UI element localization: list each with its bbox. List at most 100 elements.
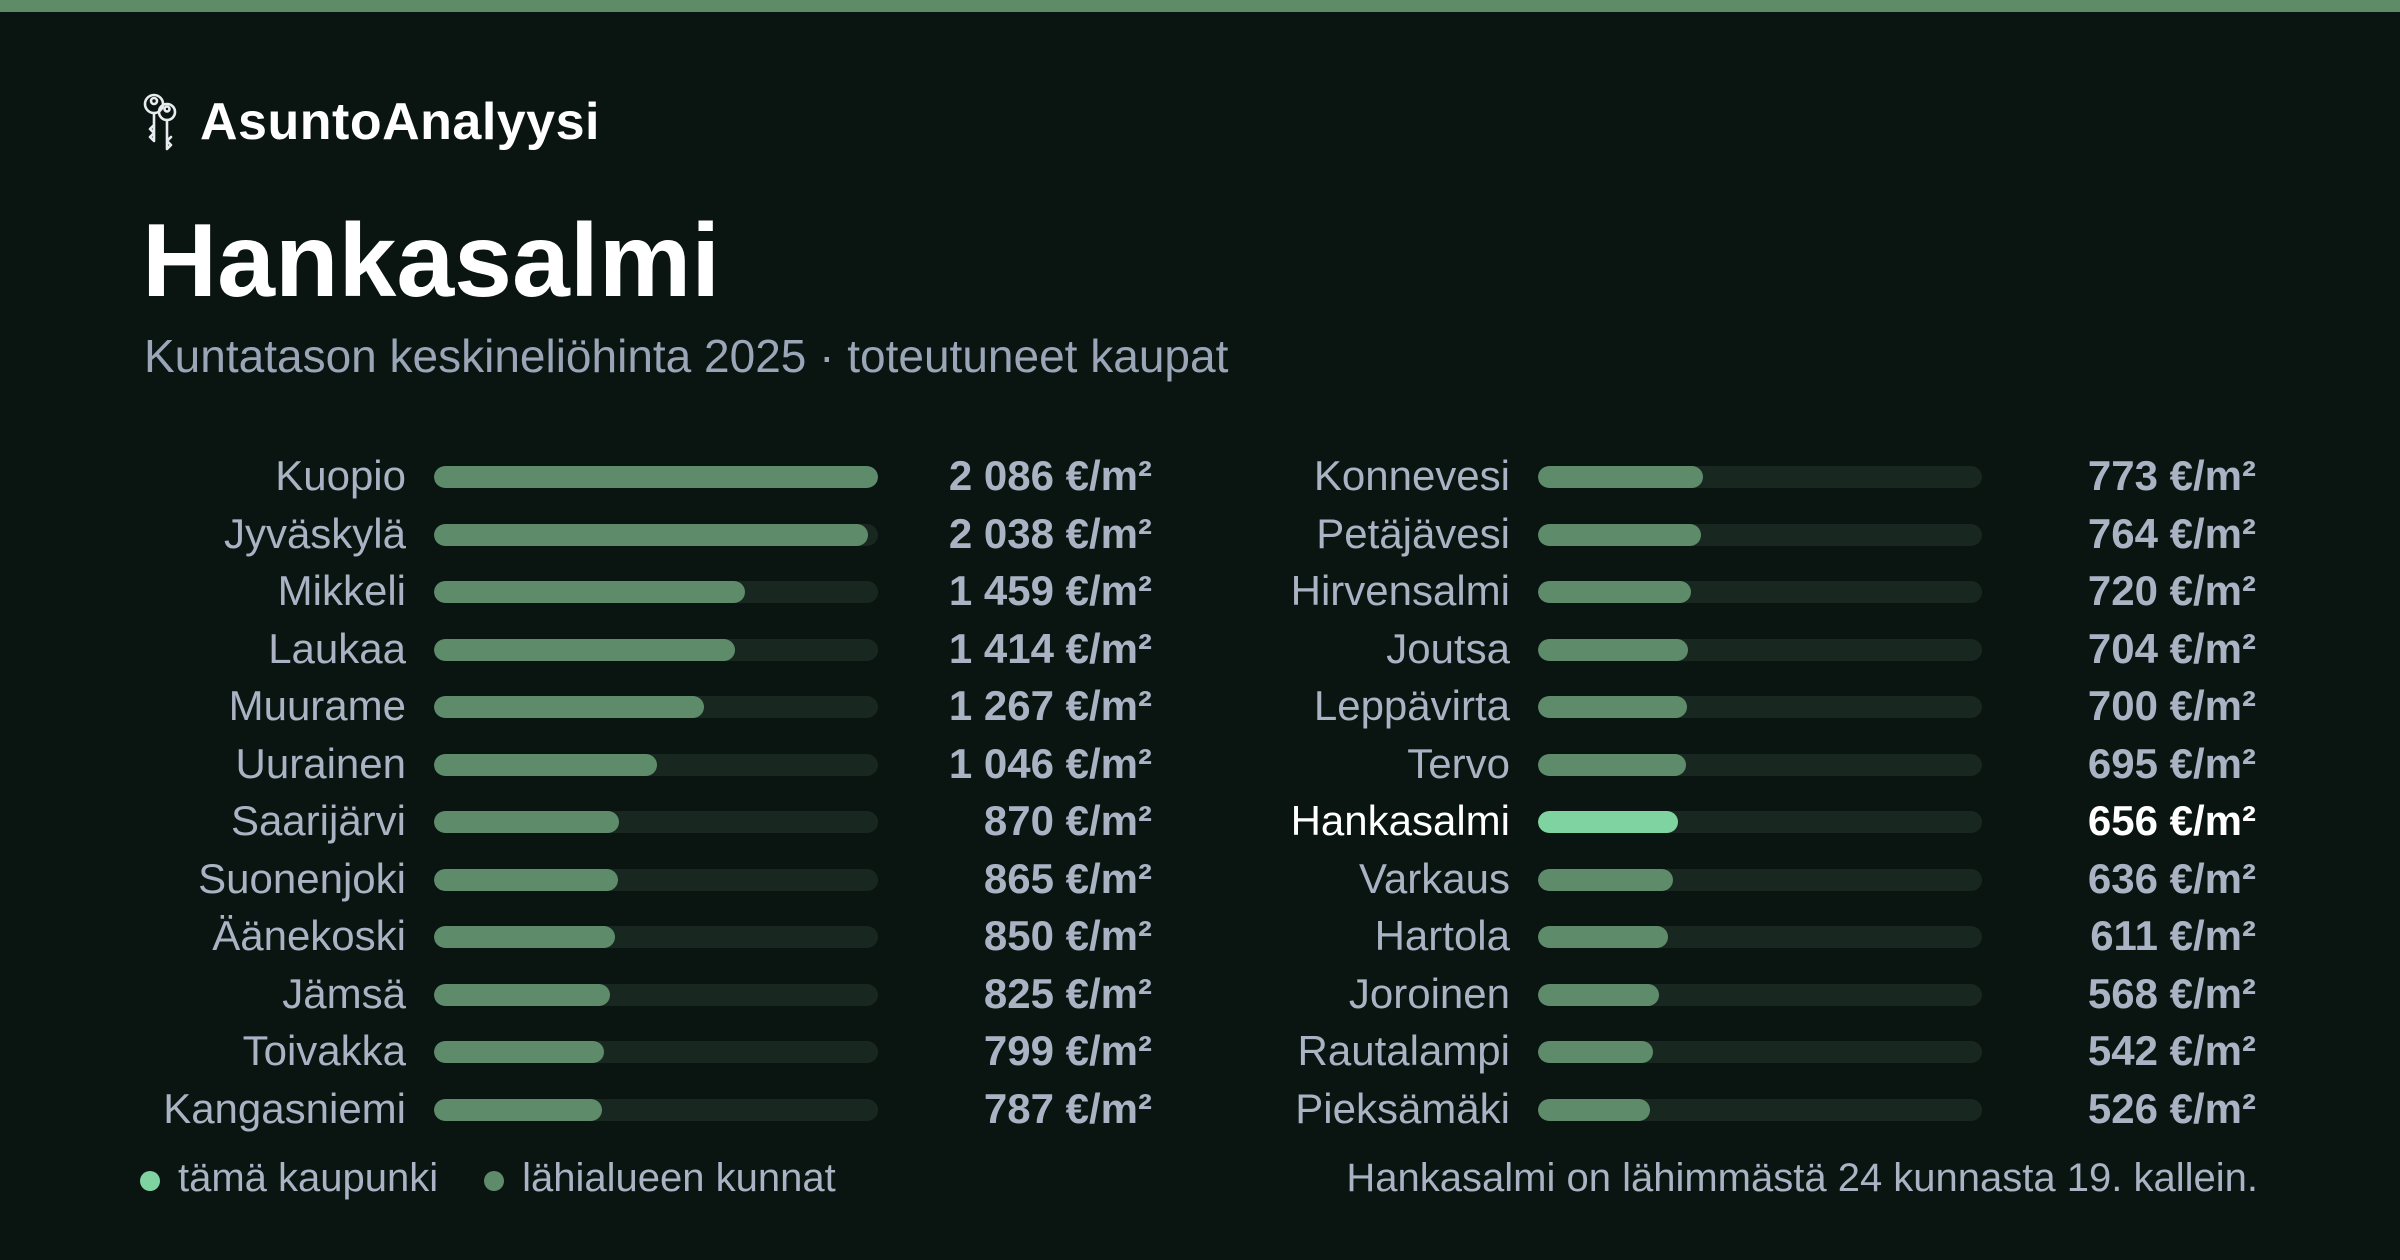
bar-value-label: 636 €/m² [2087, 854, 2256, 902]
bar-label: Kangasniemi [163, 1084, 406, 1132]
bar-label: Joroinen [1348, 969, 1510, 1017]
bar-label: Toivakka [242, 1027, 406, 1074]
bar-row-10: Toivakka 799 €/m² [0, 1023, 2400, 1079]
bar [434, 696, 704, 718]
bar [1538, 811, 1678, 833]
bar [1538, 1041, 1654, 1063]
bar-track [1538, 753, 1982, 776]
bar [434, 638, 735, 661]
bar-track [434, 926, 878, 948]
bar-value-label: 568 €/m² [2087, 969, 2256, 1017]
bar [434, 523, 868, 546]
legend: tämä kaupunki lähialueen kunnat [140, 1148, 882, 1208]
bar-track [434, 1098, 878, 1121]
bar-label: Uurainen [235, 739, 406, 787]
page-title: Hankasalmi [142, 203, 721, 319]
bar-value-label: 850 €/m² [983, 912, 1152, 959]
bar-track [1538, 1098, 1982, 1121]
bar-value-label: 2 086 €/m² [948, 452, 1152, 499]
bar-value-label: 870 €/m² [983, 797, 1152, 844]
bar-label: Saarijärvi [230, 797, 406, 844]
bar-row-20: Hartola 611 €/m² [0, 908, 2400, 964]
bar-value-label: 1 459 €/m² [948, 567, 1152, 614]
bar-row-22: Rautalampi 542 €/m² [0, 1023, 2400, 1079]
bar-track [1538, 581, 1982, 603]
bar-value-label: 704 €/m² [2087, 624, 2256, 672]
bar-label: Jämsä [282, 969, 406, 1017]
legend-dot-highlight [140, 1171, 160, 1191]
bar-row-18: Hankasalmi 656 €/m² [0, 793, 2400, 849]
keys-icon [143, 93, 177, 151]
bar-row-11: Kangasniemi 787 €/m² [0, 1081, 2400, 1137]
bar-label: Varkaus [1359, 854, 1510, 902]
bar-track [434, 753, 878, 776]
top-accent-stripe [0, 0, 2400, 12]
bar-label: Pieksämäki [1295, 1084, 1510, 1132]
bar [1538, 696, 1687, 718]
bar-track [434, 983, 878, 1006]
bar-value-label: 720 €/m² [2087, 567, 2256, 614]
bar-row-15: Joutsa 704 €/m² [0, 621, 2400, 677]
bar [1538, 466, 1703, 488]
bar-track [1538, 466, 1982, 488]
bar-track [1538, 696, 1982, 718]
bar-row-9: Jämsä 825 €/m² [0, 966, 2400, 1022]
bar-value-label: 764 €/m² [2087, 509, 2256, 557]
bar-row-5: Uurainen 1 046 €/m² [0, 736, 2400, 792]
bar-track [1538, 926, 1982, 948]
bar-value-label: 611 €/m² [2090, 912, 2256, 959]
bar-label: Joutsa [1386, 624, 1510, 672]
bar [1538, 523, 1701, 546]
bar-row-0: Kuopio 2 086 €/m² [0, 448, 2400, 504]
bar-row-13: Petäjävesi 764 €/m² [0, 506, 2400, 562]
bar-track [1538, 983, 1982, 1006]
bar [1538, 926, 1668, 948]
bar-label: Mikkeli [277, 567, 406, 614]
legend-label-highlight: tämä kaupunki [178, 1155, 439, 1200]
legend-label-others: lähialueen kunnat [522, 1155, 836, 1200]
legend-dot-others [484, 1171, 505, 1191]
bar-value-label: 656 €/m² [2087, 797, 2256, 844]
bar [1538, 1098, 1650, 1121]
bar-track [434, 811, 878, 833]
bar-label: Laukaa [268, 624, 406, 672]
bar-value-label: 695 €/m² [2087, 739, 2256, 787]
bar-value-label: 2 038 €/m² [948, 509, 1152, 557]
bar-value-label: 1 267 €/m² [948, 682, 1152, 729]
bar-label: Leppävirta [1313, 682, 1510, 729]
bar-row-19: Varkaus 636 €/m² [0, 851, 2400, 907]
bar-track [1538, 811, 1982, 833]
bar [434, 983, 610, 1006]
bar [434, 466, 878, 488]
bar-value-label: 799 €/m² [983, 1027, 1152, 1074]
bar [434, 811, 620, 833]
bar-value-label: 700 €/m² [2087, 682, 2256, 729]
bar-row-2: Mikkeli 1 459 €/m² [0, 563, 2400, 619]
bar-track [1538, 523, 1982, 546]
bar [434, 926, 615, 948]
bar-value-label: 1 046 €/m² [948, 739, 1152, 787]
bar [1538, 868, 1674, 891]
bar-track [1538, 868, 1982, 891]
bar-row-3: Laukaa 1 414 €/m² [0, 621, 2400, 677]
bar-label: Konnevesi [1313, 452, 1510, 499]
bar-label: Muurame [228, 682, 406, 729]
bar [434, 868, 619, 891]
bar-label: Hirvensalmi [1290, 567, 1510, 614]
bar [1538, 581, 1692, 603]
bar-track [434, 696, 878, 718]
bar-label: Hankasalmi [1290, 797, 1510, 844]
bar-label: Suonenjoki [198, 854, 406, 902]
bar-row-23: Pieksämäki 526 €/m² [0, 1081, 2400, 1137]
bar-row-12: Konnevesi 773 €/m² [0, 448, 2400, 504]
page-subtitle: Kuntatason keskineliöhinta 2025 · toteut… [144, 330, 1229, 382]
bar-label: Hartola [1374, 912, 1510, 959]
bar [434, 1098, 602, 1121]
bar-row-16: Leppävirta 700 €/m² [0, 678, 2400, 734]
bar-row-4: Muurame 1 267 €/m² [0, 678, 2400, 734]
bar-value-label: 825 €/m² [983, 969, 1152, 1017]
bar-value-label: 865 €/m² [983, 854, 1152, 902]
bar-track [434, 1041, 878, 1063]
bar-label: Jyväskylä [223, 509, 406, 557]
bar-row-21: Joroinen 568 €/m² [0, 966, 2400, 1022]
